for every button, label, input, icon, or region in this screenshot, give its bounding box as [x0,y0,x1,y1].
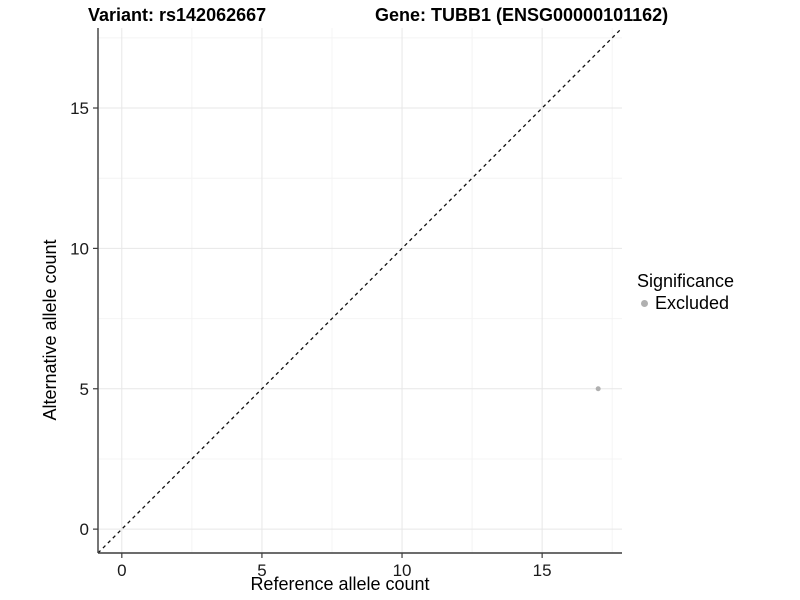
excluded-point-swatch-icon [641,299,648,307]
data-points [595,386,601,392]
svg-text:0: 0 [80,520,89,539]
svg-text:15: 15 [533,561,552,580]
svg-text:10: 10 [393,561,412,580]
gene-title: Gene: TUBB1 (ENSG00000101162) [375,5,669,25]
axis-tick-labels: 0 5 10 15 0 5 10 15 [70,99,552,580]
svg-text:5: 5 [257,561,266,580]
svg-text:0: 0 [117,561,126,580]
major-gridlines [98,28,622,553]
x-axis-title: Reference allele count [250,574,429,594]
axis-tick-marks [93,107,543,558]
legend-item-label: Excluded [655,293,730,313]
legend-item-excluded: Excluded [637,293,734,313]
variant-title: Variant: rs142062667 [88,5,267,25]
identity-dashed-line [97,27,623,554]
axis-lines [97,28,622,554]
legend-title: Significance [637,271,735,291]
y-axis-title: Alternative allele count [40,239,60,420]
svg-text:10: 10 [70,239,89,258]
svg-text:5: 5 [80,380,89,399]
minor-gridlines [98,28,622,553]
svg-text:15: 15 [70,99,89,118]
legend: Significance Excluded [637,271,734,313]
